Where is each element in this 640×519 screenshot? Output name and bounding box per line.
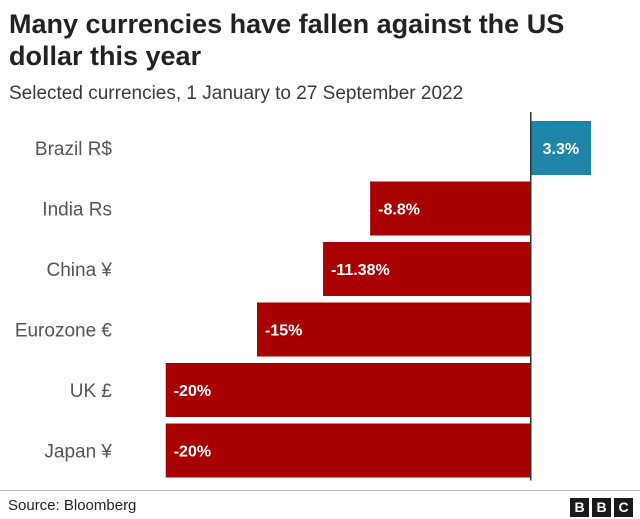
data-label: 3.3% — [543, 141, 579, 158]
chart-subtitle: Selected currencies, 1 January to 27 Sep… — [9, 83, 464, 104]
data-label: -11.38% — [331, 262, 390, 279]
bbc-logo-letter: C — [614, 498, 633, 517]
chart-title: Many currencies have fallen against the … — [9, 9, 565, 71]
data-label: -20% — [174, 383, 211, 400]
source-note: Source: Bloomberg — [8, 497, 137, 514]
bar — [370, 181, 531, 236]
category-label: Brazil R$ — [35, 139, 113, 160]
bbc-logo-letter: B — [592, 498, 611, 517]
category-label: India Rs — [42, 200, 112, 221]
category-label: Japan ¥ — [44, 442, 112, 463]
bar — [323, 242, 531, 296]
footer-divider — [0, 490, 640, 491]
bar — [165, 363, 531, 417]
bar — [165, 423, 531, 478]
bar-chart: Brazil R$ 3.3% India Rs -8.8% China ¥ -11.38%… — [15, 112, 591, 481]
category-label: Eurozone € — [15, 321, 113, 342]
bar — [530, 121, 591, 175]
bbc-logo-letter: B — [570, 498, 589, 517]
bbc-logo: B B C — [570, 498, 633, 517]
data-label: -20% — [174, 444, 211, 461]
data-label: -15% — [265, 323, 302, 340]
category-label: UK £ — [70, 381, 113, 402]
data-label: -8.8% — [378, 202, 420, 219]
bar — [256, 302, 531, 357]
category-label: China ¥ — [47, 260, 113, 281]
